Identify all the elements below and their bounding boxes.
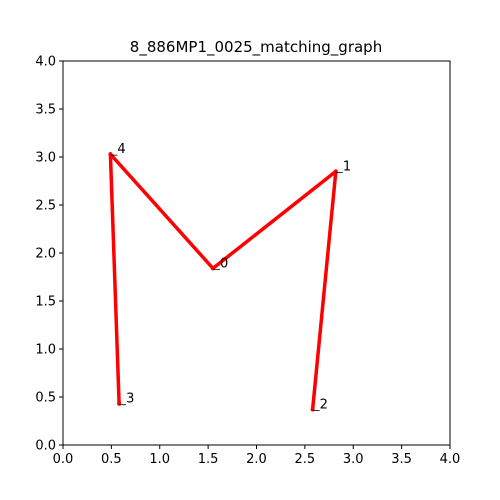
graph-edge [108,152,215,271]
y-tick-label: 0.0 [35,439,56,454]
plot-frame [62,60,451,446]
y-axis: 0.0 0.5 1.0 1.5 2.0 2.5 3.0 3.5 4.0 [35,55,63,454]
graph-nodes: 0 1 2 3 4 [108,142,351,412]
node-label: 3 [126,392,134,407]
graph-edge [211,169,338,271]
y-tick-label: 1.5 [35,295,56,310]
x-axis: 0.0 0.5 1.0 1.5 2.0 2.5 3.0 3.5 4.0 [53,445,461,467]
graph-edge [108,152,121,406]
x-tick-label: 2.5 [295,452,316,467]
y-tick-label: 0.5 [35,391,56,406]
x-tick-label: 2.0 [246,452,267,467]
y-tick-label: 2.5 [35,199,56,214]
x-tick-label: 4.0 [440,452,461,467]
node-label: 2 [320,397,328,412]
y-tick-label: 1.0 [35,343,56,358]
x-tick-label: 1.0 [149,452,170,467]
y-tick-label: 3.0 [35,151,56,166]
graph-edges [108,152,338,412]
y-tick-label: 3.5 [35,103,56,118]
x-tick-label: 1.5 [198,452,219,467]
node-label: 0 [220,256,228,271]
node-label: 4 [117,142,125,157]
graph-edge [310,169,338,412]
y-tick-label: 4.0 [35,55,56,70]
node-label: 1 [343,159,351,174]
chart-title: 8_886MP1_0025_matching_graph [130,38,382,57]
x-tick-label: 0.0 [53,452,74,467]
x-tick-label: 0.5 [101,452,122,467]
y-tick-label: 2.0 [35,247,56,262]
x-tick-label: 3.0 [343,452,364,467]
x-tick-label: 3.5 [391,452,412,467]
